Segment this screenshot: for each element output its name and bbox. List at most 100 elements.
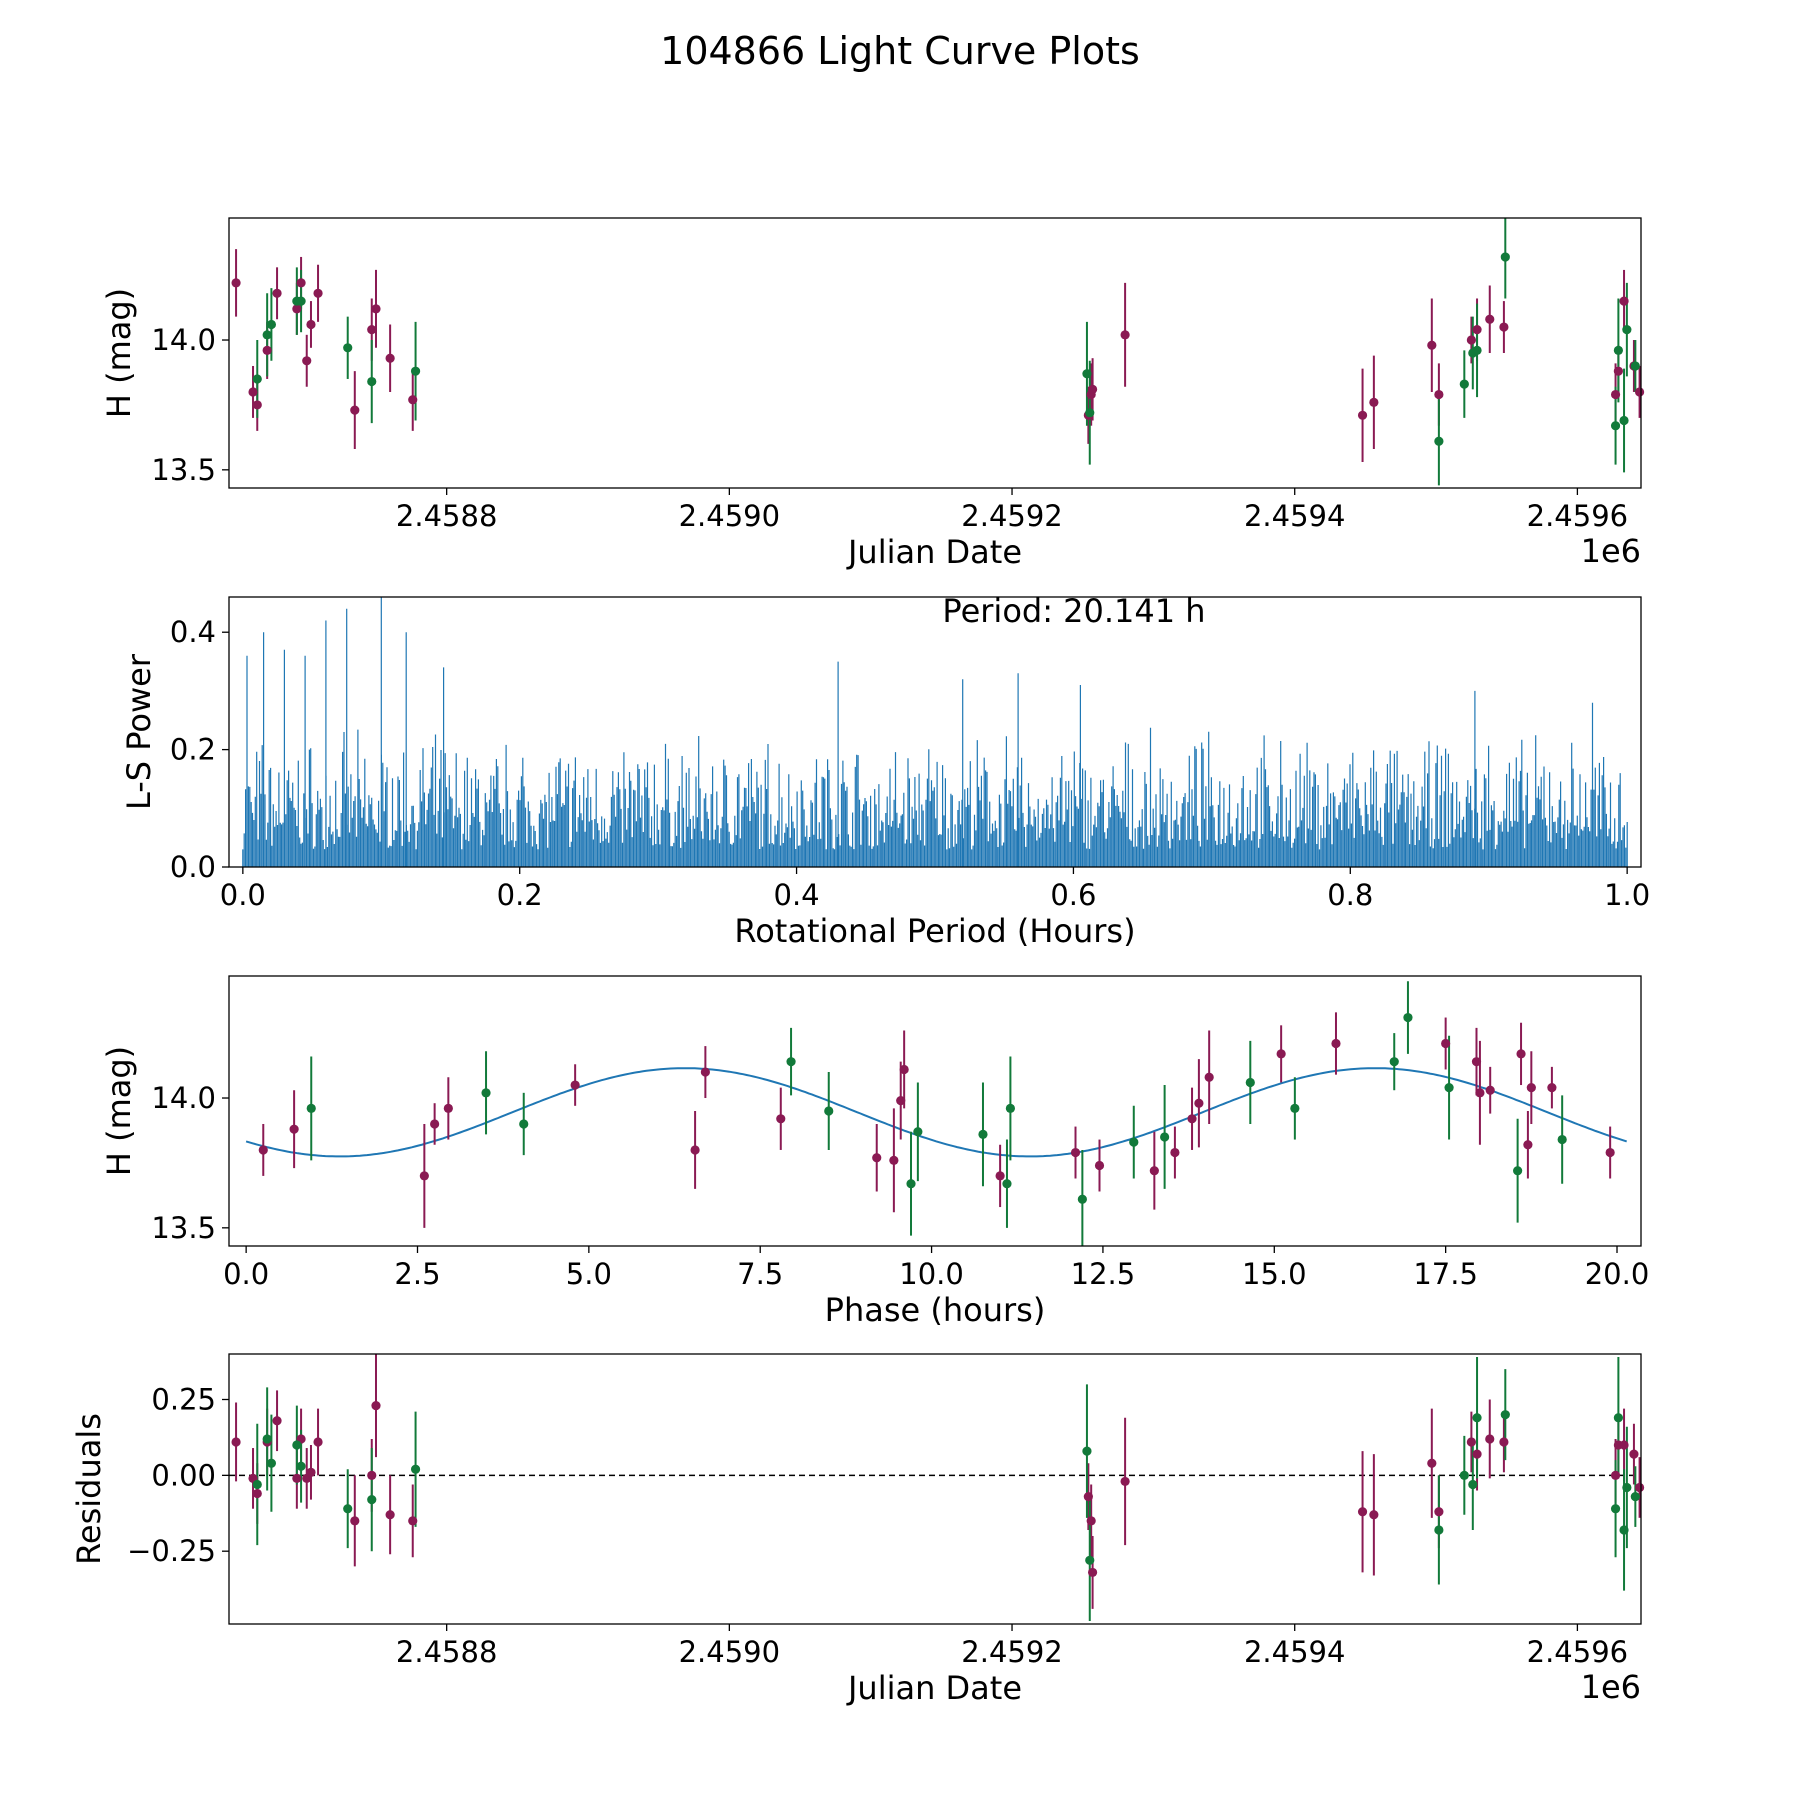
lightcurve-point-band_b [367, 376, 377, 387]
residuals-point-band_a [367, 1470, 377, 1480]
periodogram-x-ticks: 0.0 0.2 0.4 0.6 0.8 1.0 [220, 867, 1650, 912]
residuals-point-band_a [1499, 1437, 1509, 1447]
phased-point-band_b [786, 1057, 796, 1067]
residuals-point-band_b [410, 1464, 421, 1474]
phased-point-band_a [570, 1080, 580, 1090]
lightcurve-point-band_a [371, 304, 381, 314]
phased-x-tick-label: 0.0 [223, 1257, 269, 1291]
phased-point-band_b [1403, 1012, 1413, 1023]
phased-point-band_a [1187, 1114, 1197, 1124]
residuals-point-band_a [231, 1437, 241, 1447]
lightcurve-point-band_a [1485, 314, 1495, 324]
phased-point-band_a [889, 1155, 899, 1165]
residuals-point-band_a [252, 1488, 262, 1499]
lightcurve-point-band_a [1369, 397, 1379, 407]
lightcurve-point-band_a [1610, 389, 1621, 400]
residuals-point-band_b [1085, 1555, 1095, 1565]
residuals-point-band_a [1369, 1510, 1379, 1520]
lightcurve-point-band_b [252, 374, 262, 384]
periodogram-series-line [242, 597, 1628, 867]
residuals-point-band_a [1357, 1507, 1368, 1517]
phased-x-tick-label: 7.5 [737, 1257, 783, 1291]
residuals-point-band_b [1500, 1410, 1510, 1420]
phased-point-band_b [1513, 1166, 1523, 1176]
phased-point-band_b [1245, 1077, 1255, 1088]
phased-x-ticks: 0.0 2.5 5.0 7.5 10.0 12.5 15.0 17.5 20.0 [223, 1246, 1649, 1291]
residuals-point-band_b [1619, 1525, 1629, 1535]
lightcurve-point-band_a [231, 278, 241, 288]
residuals-x-offset: 1e6 [1581, 1668, 1641, 1706]
residuals-point-band_a [1619, 1440, 1629, 1450]
phased-point-band_b [1077, 1194, 1087, 1204]
residuals-point-band_a [1634, 1482, 1645, 1493]
residuals-point-band_b [1468, 1479, 1478, 1490]
phased-point-band_b [1005, 1103, 1015, 1114]
periodogram-y-ticks: 0.0 0.2 0.4 [170, 615, 229, 884]
lightcurve-point-band_a [302, 356, 312, 366]
periodogram-x-tick-label: 0.0 [220, 878, 266, 912]
lightcurve-point-band_a [1087, 384, 1098, 394]
phased-y-label: H (mag) [100, 1046, 138, 1176]
lightcurve-point-band_b [1459, 379, 1469, 389]
phased-point-band_a [1526, 1083, 1536, 1093]
lightcurve-point-band_b [1472, 345, 1482, 356]
periodogram-x-tick-label: 0.2 [497, 878, 543, 912]
lightcurve-point-band_b [1622, 325, 1632, 335]
residuals-y-ticks: −0.25 0.00 0.25 [127, 1383, 229, 1568]
residuals-point-band_a [408, 1516, 418, 1526]
lightcurve-point-band_b [262, 330, 272, 340]
residuals-point-band_b [1459, 1470, 1469, 1480]
residuals-point-band_a [1472, 1449, 1482, 1459]
periodogram-x-tick-label: 1.0 [1604, 878, 1650, 912]
residuals-point-band_b [1082, 1446, 1092, 1456]
residuals-point-band_b [296, 1461, 306, 1471]
phased-point-band_b [1002, 1179, 1012, 1189]
phased-x-tick-label: 12.5 [1071, 1257, 1136, 1291]
residuals-point-band_a [1434, 1507, 1444, 1517]
lightcurve-point-band_a [292, 304, 302, 314]
periodogram-x-label: Rotational Period (Hours) [734, 912, 1135, 950]
phased-point-band_a [1485, 1085, 1495, 1095]
residuals-point-band_a [292, 1473, 302, 1483]
phased-panel: 0.0 2.5 5.0 7.5 10.0 12.5 15.0 17.5 20.0 13.5 14.… [100, 975, 1649, 1329]
residuals-point-band_b [343, 1504, 353, 1514]
lightcurve-point-band_a [1427, 340, 1437, 350]
phased-point-band_a [1523, 1140, 1533, 1150]
phased-point-band_a [1475, 1088, 1485, 1098]
residuals-point-band_b [292, 1440, 302, 1450]
lightcurve-x-offset: 1e6 [1581, 532, 1641, 570]
phased-point-band_b [519, 1119, 529, 1129]
phased-point-band_a [258, 1145, 268, 1155]
residuals-points [231, 1400, 1645, 1578]
residuals-x-ticks: 2.4588 2.4590 2.4592 2.4594 2.4596 [396, 1624, 1628, 1669]
phased-x-tick-label: 10.0 [899, 1257, 964, 1291]
lightcurve-point-band_a [252, 400, 262, 410]
periodogram-annotation: Period: 20.141 h [942, 592, 1205, 630]
lightcurve-point-band_a [1466, 335, 1476, 345]
periodogram-frame [228, 596, 1642, 868]
residuals-y-tick-label: 0.25 [151, 1383, 216, 1417]
phased-point-band_a [289, 1124, 299, 1134]
residuals-point-band_b [1622, 1482, 1632, 1493]
lightcurve-point-band_b [1630, 361, 1640, 371]
phased-point-band_a [443, 1103, 453, 1114]
lightcurve-point-band_a [1499, 322, 1509, 332]
residuals-point-band_b [1610, 1504, 1621, 1514]
lightcurve-point-band_a [408, 395, 418, 405]
lightcurve-point-band_a [385, 353, 395, 363]
lightcurve-x-ticks: 2.4588 2.4590 2.4592 2.4594 2.4596 [396, 488, 1628, 533]
residuals-point-band_a [1610, 1470, 1621, 1480]
residuals-point-band_b [1630, 1491, 1640, 1502]
phased-x-tick-label: 17.5 [1413, 1257, 1478, 1291]
lightcurve-point-band_a [296, 278, 306, 288]
residuals-point-band_a [1485, 1434, 1495, 1444]
phased-point-band_a [1170, 1147, 1180, 1158]
phased-point-band_a [1547, 1083, 1557, 1093]
phased-point-band_a [1516, 1049, 1526, 1059]
residuals-point-band_b [262, 1434, 272, 1444]
lightcurve-point-band_b [1610, 421, 1621, 431]
lightcurve-point-band_b [1613, 345, 1623, 356]
lightcurve-point-band_a [248, 387, 258, 397]
lightcurve-point-band_b [1434, 436, 1444, 446]
residuals-point-band_a [1086, 1516, 1096, 1526]
